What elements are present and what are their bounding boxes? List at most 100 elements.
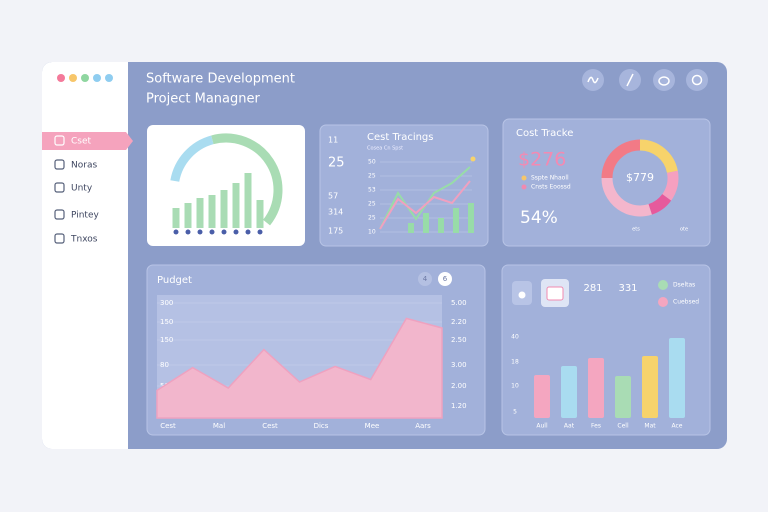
stat: 331 — [618, 283, 637, 294]
header-title: Software Development — [146, 72, 295, 87]
gauge-bar — [220, 190, 228, 228]
legend-dot — [658, 280, 668, 290]
x-label: Mal — [213, 422, 225, 430]
legend-label: Dseltas — [673, 282, 695, 289]
cost-bar — [453, 208, 459, 233]
sidebar — [42, 62, 128, 449]
stat: 57 — [328, 192, 338, 201]
stat: 314 — [328, 208, 343, 217]
toggle[interactable] — [418, 272, 432, 286]
stat: 11 — [328, 136, 338, 145]
donut-segment — [648, 193, 672, 215]
y2-label: 2.20 — [451, 318, 467, 326]
donut-label: ets — [632, 227, 640, 233]
bar — [669, 338, 685, 418]
y-label: 150 — [160, 336, 173, 344]
bar-dot — [197, 229, 203, 235]
donut-segment — [601, 177, 652, 217]
y-label: 300 — [160, 299, 173, 307]
window-dot — [81, 74, 89, 82]
axis-label: 50 — [368, 159, 376, 166]
x-label: Aull — [536, 423, 548, 430]
cost-bar — [438, 218, 444, 233]
icon — [658, 76, 670, 86]
bar — [534, 375, 550, 418]
icon — [626, 73, 634, 87]
cost-trackings-panel — [319, 124, 489, 247]
menu-icon — [54, 135, 65, 146]
header-icons — [582, 69, 708, 91]
bar — [561, 366, 577, 418]
icon — [587, 76, 599, 84]
y-label: 18 — [511, 359, 519, 366]
panel-title: Cest Tracings — [367, 132, 434, 143]
x-label: Cest — [160, 422, 176, 430]
percent: 54% — [520, 208, 558, 228]
cost-bar — [468, 203, 474, 233]
toggle-label: 6 — [443, 275, 448, 283]
panel-subtitle: Cosea Cn Spst — [367, 146, 403, 152]
header-subtitle: Project Managner — [146, 92, 260, 107]
window-dot — [105, 74, 113, 82]
y2-label: 1.20 — [451, 402, 467, 410]
bar-dot — [257, 229, 263, 235]
axis-label: 10 — [368, 229, 376, 236]
gauge-bar — [196, 198, 204, 228]
cost-bar — [408, 223, 414, 233]
legend-label: Cnsts Eoossd — [531, 184, 571, 191]
donut-segment — [639, 139, 678, 174]
y-label: 10 — [511, 383, 519, 390]
bar-dot — [233, 229, 239, 235]
cost-line — [379, 180, 471, 230]
panel-title: Cost Tracke — [516, 128, 573, 139]
donut-label: ote — [680, 227, 688, 233]
y-label: 5 — [513, 409, 517, 416]
donut-segment — [662, 170, 679, 201]
x-label: Ace — [672, 423, 683, 430]
menu-item: Tnxos — [70, 235, 98, 245]
y2-label: 3.00 — [451, 361, 467, 369]
axis-label: 25 — [368, 201, 376, 208]
icon-button[interactable] — [653, 69, 675, 91]
x-label: Mat — [644, 423, 656, 430]
menu-icon — [54, 182, 65, 193]
window-dot — [93, 74, 101, 82]
menu-item: Cset — [71, 137, 92, 147]
bar-dot — [221, 229, 227, 235]
menu-item: Unty — [71, 184, 93, 194]
menu-icon — [54, 209, 65, 220]
panel-title: Pudget — [157, 275, 192, 286]
bar — [642, 356, 658, 418]
bar-dot — [209, 229, 215, 235]
gauge-bar — [184, 203, 192, 228]
x-label: Cest — [262, 422, 278, 430]
axis-label: 53 — [368, 187, 376, 194]
bar-dot — [185, 229, 191, 235]
axis-label: 25 — [368, 215, 376, 222]
toggle[interactable] — [438, 272, 452, 286]
window-dot — [69, 74, 77, 82]
x-label: Cell — [617, 423, 629, 430]
x-label: Aars — [415, 422, 431, 430]
y2-label: 5.00 — [451, 299, 467, 307]
icon-button[interactable] — [686, 69, 708, 91]
line-end — [470, 156, 476, 162]
donut-center: $779 — [626, 171, 654, 184]
axis-label: 25 — [368, 173, 376, 180]
menu-icon — [54, 159, 65, 170]
legend-label: Cuebsed — [673, 299, 699, 306]
y-label: 80 — [160, 361, 169, 369]
y2-label: 2.00 — [451, 382, 467, 390]
legend-label: Sspte Nhaoll — [531, 175, 569, 182]
legend-dot — [521, 184, 527, 190]
gauge-bar — [172, 208, 180, 228]
y2-label: 2.50 — [451, 336, 467, 344]
donut-segment — [601, 139, 641, 179]
icon — [691, 74, 703, 86]
stat: 281 — [583, 283, 602, 294]
gauge-bar — [244, 173, 252, 228]
x-label: Mee — [365, 422, 380, 430]
y-label: 150 — [160, 318, 173, 326]
